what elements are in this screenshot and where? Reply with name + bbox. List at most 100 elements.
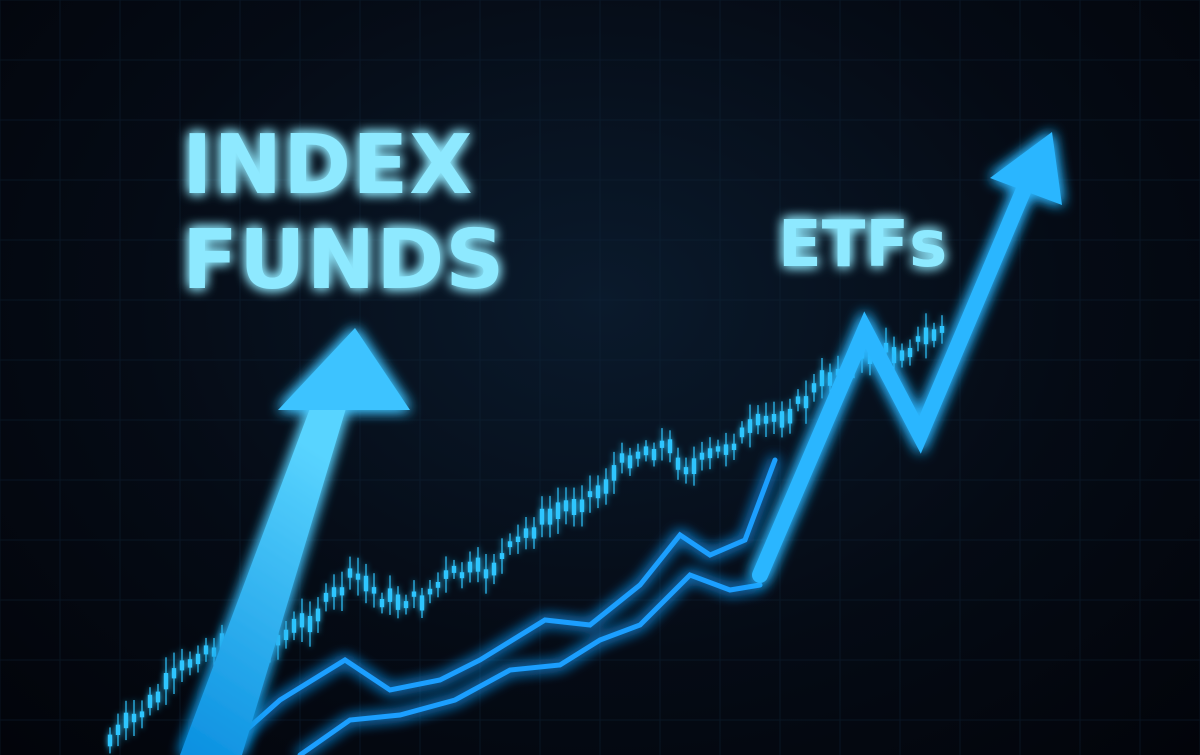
candlestick-body [163,673,169,690]
candlestick-body [651,449,657,461]
candlestick [379,592,385,614]
candlestick-body [683,467,689,475]
candlestick [155,683,161,711]
candlestick [611,451,617,494]
candlestick-body [755,413,761,426]
candlestick [371,573,377,608]
candlestick [515,524,521,554]
candlestick [315,597,321,633]
candlestick [803,380,809,424]
candlestick-body [211,647,217,657]
candlestick-body [795,396,801,404]
candlestick-body [723,444,729,455]
candlestick [915,326,921,352]
candlestick [715,439,721,459]
candlestick-body [387,588,393,602]
candlestick-body [507,541,513,548]
headline-index: INDEX [182,118,473,213]
candlestick [355,557,361,596]
candlestick [187,651,193,676]
candlestick [707,437,713,470]
candlestick [411,580,417,609]
candlestick [667,430,673,463]
candlestick-body [659,440,665,448]
candlestick [723,432,729,467]
candlestick [211,638,217,667]
candlestick [195,645,201,673]
candlestick [907,339,913,366]
candlestick-body [899,350,905,361]
candlestick [747,404,753,448]
candlestick [763,402,769,437]
candlestick-body [331,587,337,597]
candlestick [539,496,545,538]
candlestick [627,447,633,476]
candlestick-body [355,573,361,580]
candlestick-body [427,588,433,595]
candlestick [331,574,337,610]
candlestick-body [827,372,833,386]
candlestick [683,457,689,484]
candlestick-body [275,635,281,646]
candlestick-body [107,734,113,747]
index-arrow-head [278,328,410,410]
candlestick [427,580,433,604]
candlestick [459,562,465,589]
trend-band-lower-line [297,572,763,755]
candlestick [523,517,529,550]
candlestick-body [115,724,121,735]
candlestick-body [915,336,921,342]
candlestick [443,556,449,593]
candlestick-body [123,712,129,729]
candlestick-body [563,500,569,512]
candlestick-body [547,508,553,525]
candlestick-body [587,491,593,498]
candlestick-body [347,568,353,578]
candlestick-body [531,527,537,539]
candlestick-body [739,427,745,438]
candlestick-body [763,415,769,424]
candlestick-body [611,465,617,481]
candlestick [739,421,745,444]
candlestick [899,343,905,368]
etf-arrow-line [752,167,1038,583]
candlestick-body [907,348,913,358]
candlestick [467,551,473,583]
candlestick-body [571,499,577,515]
candlestick [291,611,297,641]
candlestick-body [603,479,609,494]
candlestick [651,442,657,467]
candlestick [299,598,305,642]
candlestick-body [435,582,441,588]
candlestick [643,440,649,462]
candlestick-body [667,439,673,454]
candlestick-body [403,601,409,609]
candlestick-body [867,352,873,364]
candlestick-body [283,629,289,640]
candlestick-body [371,587,377,594]
candlestick-body [451,565,457,573]
candlestick [939,315,945,344]
candlestick-body [883,342,889,353]
candlestick-body [635,451,641,459]
candlestick-body [771,414,777,422]
candlestick [483,554,489,594]
candlestick-body [195,653,201,665]
candlestick [347,556,353,590]
candlestick [675,447,681,480]
candlestick [403,594,409,615]
candlestick-body [339,587,345,596]
candlestick-body [307,616,313,633]
candlestick [139,700,145,729]
candlestick-body [411,591,417,597]
candlestick-body [515,536,521,542]
candlestick-body [595,485,601,499]
candlestick-body [819,370,825,387]
headline-funds: FUNDS [182,213,505,308]
candlestick [323,583,329,612]
candlestick [779,401,785,438]
candlestick [419,587,425,618]
candlestick-body [715,446,721,452]
candlestick-body [483,569,489,579]
candlestick [531,517,537,549]
